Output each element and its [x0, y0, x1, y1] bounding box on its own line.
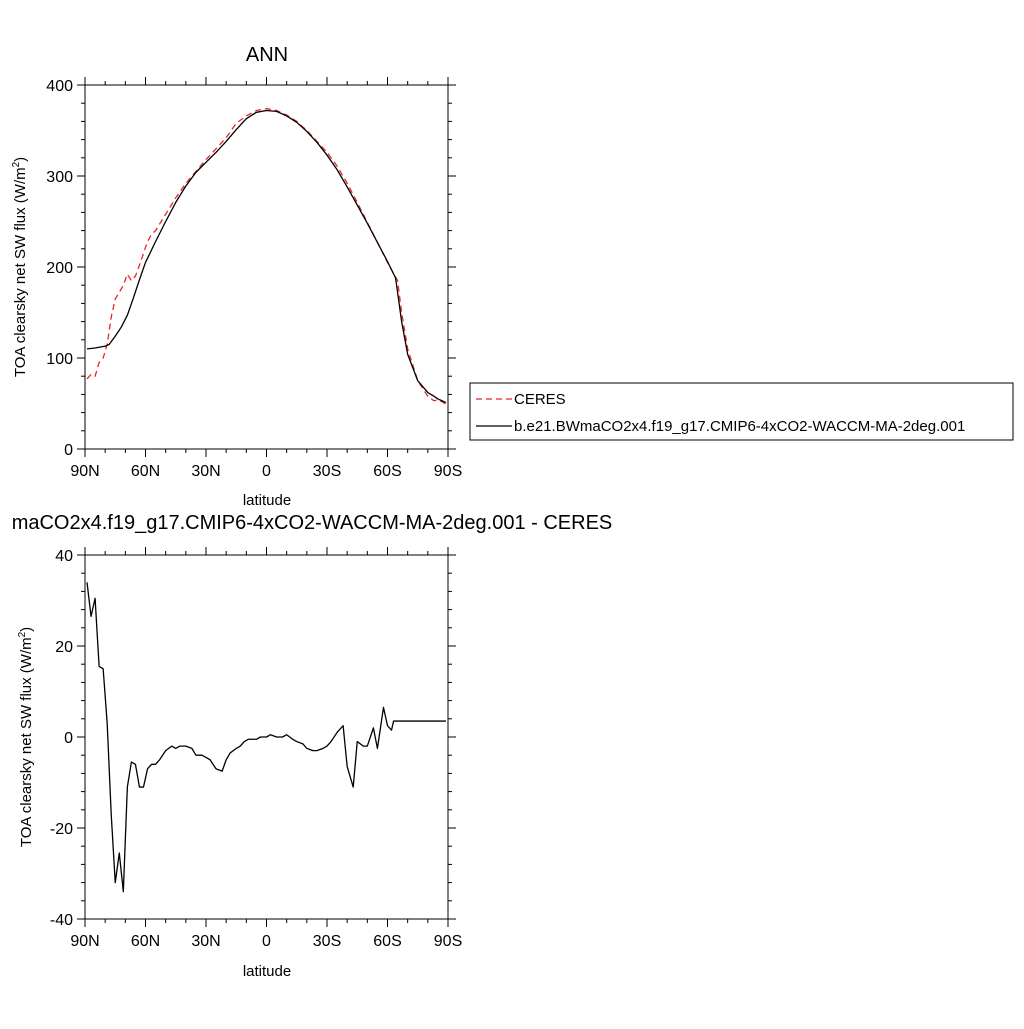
bottom-series-line-0 — [86, 582, 446, 893]
top-x-tick-label: 60S — [373, 463, 401, 480]
top-series-line-1 — [86, 109, 447, 404]
top-series-line-0 — [86, 108, 447, 405]
top-x-tick-label: 30N — [191, 463, 220, 480]
bottom-y-tick-label: 40 — [55, 548, 73, 565]
top-y-tick-label: 0 — [64, 442, 73, 459]
bottom-x-tick-label: 30S — [313, 933, 341, 950]
top-chart-title: ANN — [246, 44, 288, 66]
bottom-x-tick-label: 0 — [262, 933, 271, 950]
bottom-y-tick-labels: -40 -20 0 20 40 — [50, 548, 73, 929]
top-y-axis-label-sup: 2 — [11, 161, 22, 167]
bottom-x-tick-label: 90N — [70, 933, 99, 950]
legend: CERES b.e21.BWmaCO2x4.f19_g17.CMIP6-4xCO… — [469, 382, 1014, 441]
top-y-tick-label: 300 — [46, 169, 73, 186]
top-panel: ANN 90N 60N 30N 0 30S 60S 90S 0 100 200 300 400 la… — [11, 44, 1014, 509]
top-y-tick-label: 100 — [46, 351, 73, 368]
top-y-tick-labels: 0 100 200 300 400 — [46, 78, 73, 459]
bottom-x-axis-label: latitude — [243, 963, 291, 980]
top-x-tick-label: 0 — [262, 463, 271, 480]
top-y-axis-label: TOA clearsky net SW flux (W/m2) — [11, 157, 29, 377]
top-plot-area — [77, 77, 456, 457]
bottom-chart-title: maCO2x4.f19_g17.CMIP6-4xCO2-WACCM-MA-2de… — [12, 512, 613, 534]
top-y-tick-label: 400 — [46, 78, 73, 95]
bottom-y-axis-label-main: TOA clearsky net SW flux (W/m — [18, 637, 35, 847]
bottom-y-tick-label: -40 — [50, 912, 73, 929]
top-x-tick-label: 90S — [434, 463, 462, 480]
top-y-axis-label-main: TOA clearsky net SW flux (W/m — [12, 167, 29, 377]
top-y-tick-label: 200 — [46, 260, 73, 277]
bottom-y-axis-label-close: ) — [18, 627, 35, 632]
top-x-tick-label: 60N — [131, 463, 160, 480]
top-x-tick-label: 90N — [70, 463, 99, 480]
bottom-x-tick-labels: 90N 60N 30N 0 30S 60S 90S — [70, 933, 462, 950]
bottom-x-tick-label: 60N — [131, 933, 160, 950]
bottom-y-axis-label-sup: 2 — [17, 631, 28, 637]
bottom-y-tick-label: -20 — [50, 821, 73, 838]
bottom-y-axis-label: TOA clearsky net SW flux (W/m2) — [17, 627, 35, 847]
top-plot-frame — [84, 84, 449, 450]
bottom-y-tick-label: 20 — [55, 639, 73, 656]
bottom-y-tick-label: 0 — [64, 730, 73, 747]
bottom-x-tick-label: 90S — [434, 933, 462, 950]
bottom-x-tick-label: 60S — [373, 933, 401, 950]
legend-entry-model: b.e21.BWmaCO2x4.f19_g17.CMIP6-4xCO2-WACC… — [514, 418, 965, 435]
bottom-plot-area — [77, 547, 456, 927]
legend-box — [469, 382, 1014, 441]
top-x-axis-label: latitude — [243, 492, 291, 509]
top-y-axis-label-close: ) — [12, 157, 29, 162]
top-x-tick-labels: 90N 60N 30N 0 30S 60S 90S — [70, 463, 462, 480]
bottom-plot-frame — [84, 554, 449, 920]
bottom-x-tick-label: 30N — [191, 933, 220, 950]
bottom-panel: maCO2x4.f19_g17.CMIP6-4xCO2-WACCM-MA-2de… — [12, 512, 613, 980]
legend-entry-ceres: CERES — [514, 391, 566, 408]
top-x-tick-label: 30S — [313, 463, 341, 480]
